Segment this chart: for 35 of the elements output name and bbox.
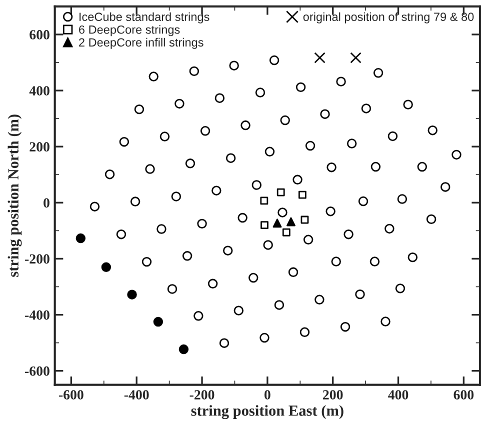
y-tick-label: -400 [25,310,50,320]
point [300,216,309,224]
x-axis-title: string position East (m) [191,405,344,420]
point [272,218,282,228]
point [276,188,285,196]
x-tick-label: -400 [124,390,149,400]
point [260,196,268,205]
legend-label: 6 DeepCore strings [79,25,180,36]
point [76,233,86,244]
x-tick-label: 400 [388,390,408,400]
y-tick-label: 400 [29,86,50,96]
y-tick-label: 200 [30,142,50,152]
point [314,52,326,64]
point [350,52,362,64]
legend-label: original position of string 79 & 80 [303,12,474,24]
legend-label: 2 DeepCore infill strings [79,38,204,49]
point [286,217,296,226]
x-tick-label: 0 [264,390,270,400]
y-tick-label: -200 [25,254,50,264]
y-tick-label: 600 [30,30,50,40]
y-axis-title: string position North (m) [8,114,22,277]
point [298,190,306,199]
x-tick-label: -600 [58,390,84,400]
y-tick-label: 0 [44,198,50,208]
point [178,344,189,354]
y-tick-label: -600 [25,366,50,376]
point [153,316,164,327]
x-tick-label: -200 [190,390,214,400]
point [260,221,268,230]
point [127,290,137,300]
legend-label: IceCube standard strings [80,12,210,24]
point [101,262,112,272]
point [282,228,290,236]
x-tick-label: 200 [323,390,343,400]
x-tick-label: 600 [454,390,474,400]
